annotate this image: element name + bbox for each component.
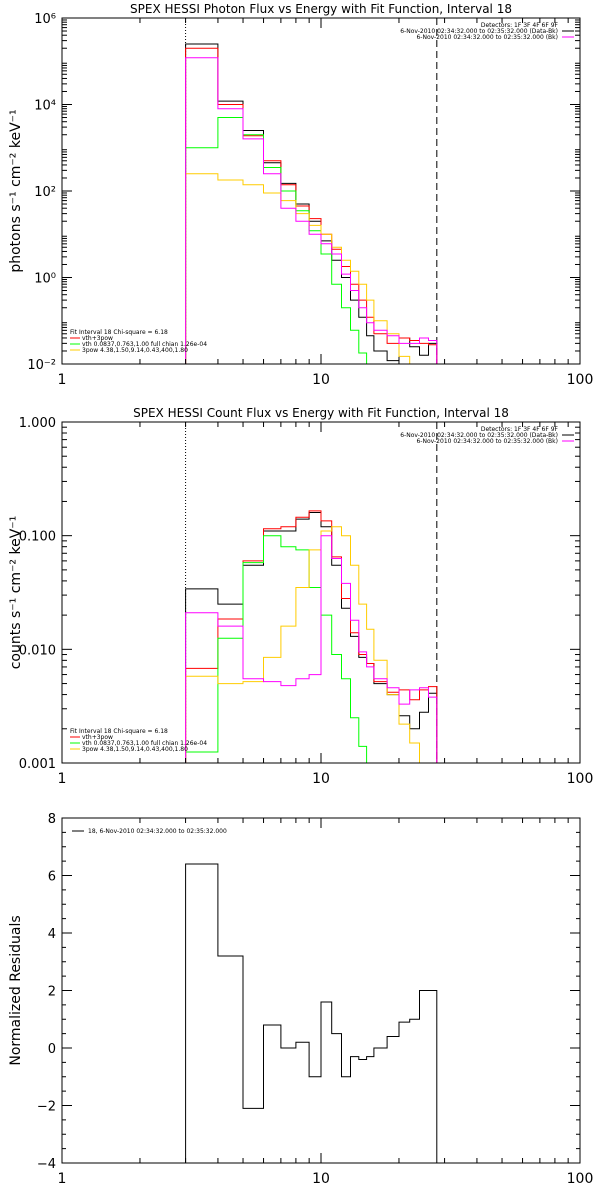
- plot-area: [185, 863, 438, 1163]
- plot-area: [185, 422, 438, 763]
- y-tick-label: 0.010: [19, 643, 56, 658]
- plot-area: [185, 18, 438, 364]
- y-tick-label: 10⁰: [34, 272, 56, 287]
- series-vth-3pow: [185, 510, 438, 763]
- info-line: 6-Nov-2010 02:34:32.000 to 02:35:32.000 …: [416, 438, 558, 445]
- series-bk: [185, 57, 438, 364]
- fit-legend-label: vth 0.0837,0.763,1.00 full chian 1.26e-0…: [82, 341, 207, 348]
- info-line: 6-Nov-2010 02:34:32.000 to 02:35:32.000 …: [400, 432, 558, 439]
- fit-info-title: Fit Interval 18 Chi-square = 6.18: [70, 728, 168, 735]
- y-tick-label: 0: [48, 1042, 56, 1057]
- y-tick-label: 0.100: [19, 530, 56, 545]
- x-tick-label: 1: [58, 771, 67, 787]
- y-tick-label: 10⁶: [34, 12, 56, 27]
- chart-title: SPEX HESSI Photon Flux vs Energy with Fi…: [130, 2, 512, 16]
- y-tick-label: 2: [48, 985, 56, 1000]
- y-axis-label: photons s⁻¹ cm⁻² keV⁻¹: [8, 109, 24, 272]
- chart-title: SPEX HESSI Count Flux vs Energy with Fit…: [133, 406, 509, 420]
- fit-legend-label: 3pow 4.38,1.50,9.14,0.43,400,1.80: [82, 347, 188, 354]
- info-line: Detectors: 1F 3F 4F 6F 9F: [481, 22, 559, 29]
- y-tick-label: 10⁴: [34, 99, 56, 114]
- series-18: [185, 863, 438, 1163]
- info-line: 6-Nov-2010 02:34:32.000 to 02:35:32.000 …: [416, 34, 558, 41]
- y-tick-label: 6: [48, 870, 56, 885]
- info-line: Detectors: 1F 3F 4F 6F 9F: [481, 426, 559, 433]
- panel-3: Normalized Residuals 1 10 100 −4 −2 0 2 4 6 8 18, 6…: [8, 812, 593, 1187]
- x-tick-label: 10: [312, 372, 330, 388]
- x-tick-label: 100: [567, 1171, 594, 1187]
- y-tick-label: 4: [48, 927, 56, 942]
- y-tick-label: 0.001: [19, 757, 56, 772]
- y-tick-label: 8: [48, 812, 56, 827]
- series-3pow: [185, 173, 437, 364]
- x-tick-label: 100: [567, 372, 594, 388]
- series-bk: [185, 535, 438, 763]
- x-tick-label: 1: [58, 372, 67, 388]
- fit-legend-label: vth+3pow: [82, 335, 113, 342]
- y-tick-label: −4: [37, 1157, 56, 1172]
- x-tick-label: 100: [567, 771, 594, 787]
- y-tick-label: 10⁻²: [27, 358, 56, 373]
- fit-legend-label: vth 0.0837,0.763,1.00 full chian 1.26e-0…: [82, 740, 207, 747]
- fit-legend-label: 3pow 4.38,1.50,9.14,0.43,400,1.80: [82, 746, 188, 753]
- residual-legend-label: 18, 6-Nov-2010 02:34:32.000 to 02:35:32.…: [88, 828, 227, 835]
- series-vth: [185, 117, 437, 364]
- fit-info-title: Fit Interval 18 Chi-square = 6.18: [70, 329, 168, 336]
- y-axis-label: counts s⁻¹ cm⁻² keV⁻¹: [8, 516, 24, 670]
- x-tick-label: 10: [312, 771, 330, 787]
- x-tick-label: 10: [312, 1171, 330, 1187]
- series-vth-3pow: [185, 47, 438, 364]
- y-tick-label: 1.000: [19, 416, 56, 431]
- plot-frame: [61, 421, 581, 764]
- y-axis-label: Normalized Residuals: [8, 915, 24, 1065]
- series-vth: [185, 535, 437, 763]
- panel-1: SPEX HESSI Photon Flux vs Energy with Fi…: [8, 2, 593, 388]
- info-line: 6-Nov-2010 02:34:32.000 to 02:35:32.000 …: [400, 28, 558, 35]
- y-tick-label: 10²: [34, 185, 56, 200]
- x-tick-label: 1: [58, 1171, 67, 1187]
- plot-frame: [61, 17, 581, 365]
- fit-legend-label: vth+3pow: [82, 734, 113, 741]
- panel-2: SPEX HESSI Count Flux vs Energy with Fit…: [8, 406, 593, 787]
- series-data-bk: [185, 43, 438, 364]
- y-tick-label: −2: [37, 1100, 56, 1115]
- plot-frame: [61, 817, 581, 1164]
- series-3pow: [185, 526, 437, 763]
